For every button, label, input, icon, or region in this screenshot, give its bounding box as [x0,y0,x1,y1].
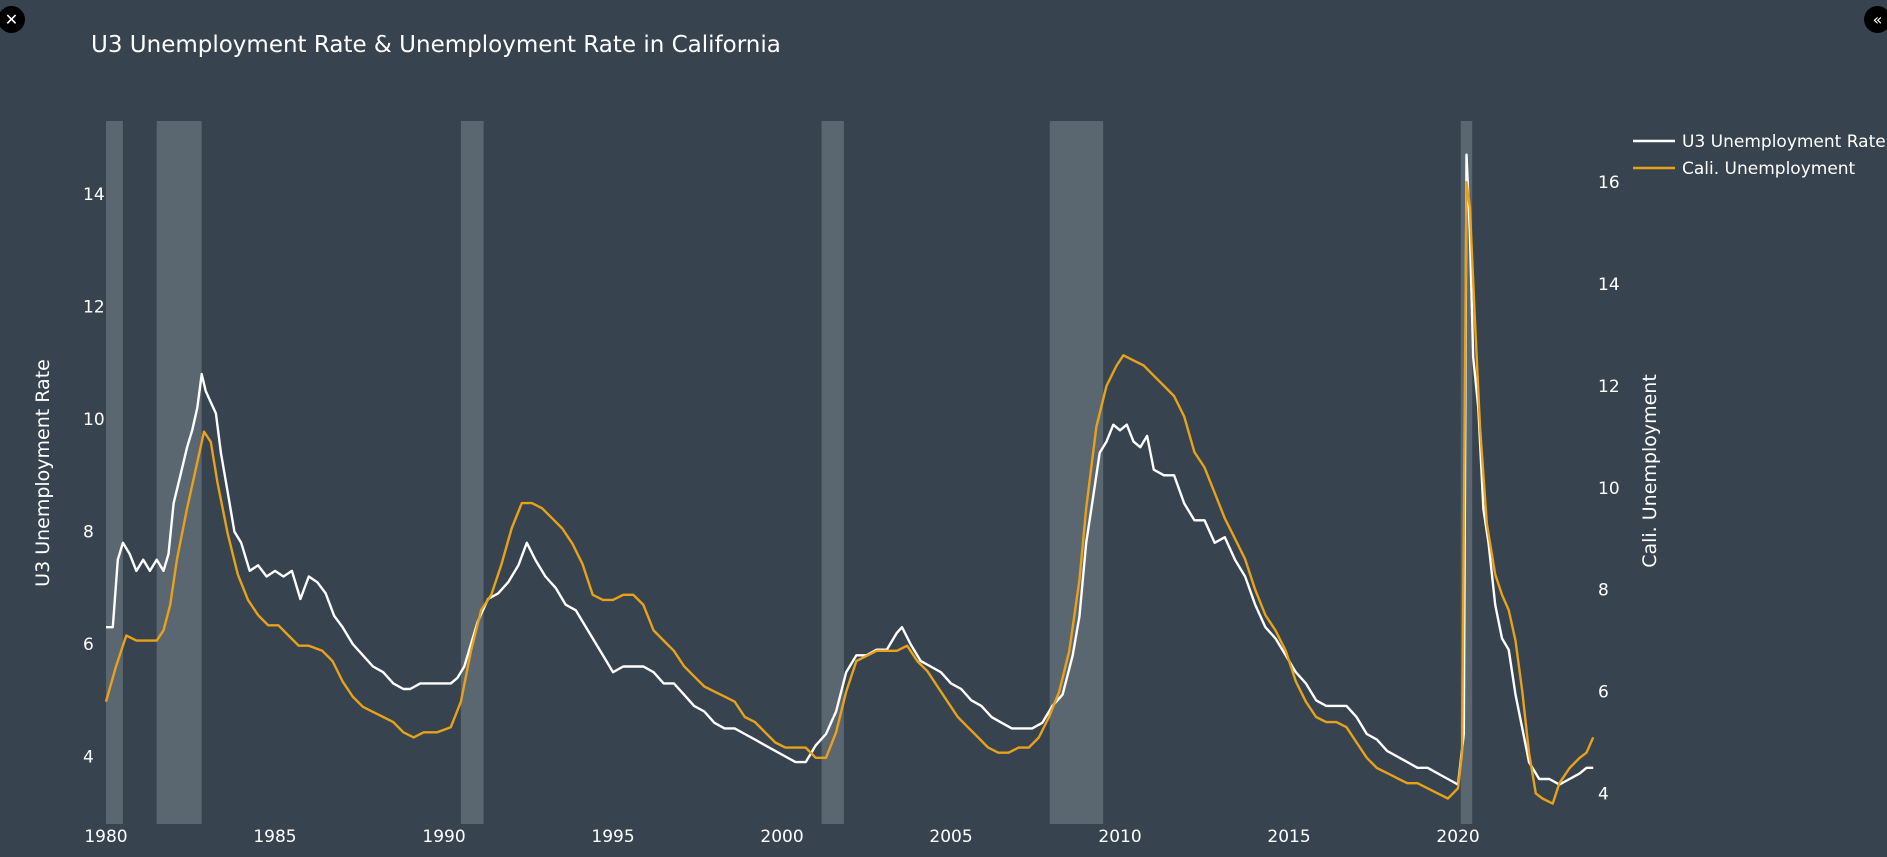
legend[interactable]: U3 Unemployment Rate Cali. Unemployment [1633,132,1886,179]
x-tick-label: 1990 [422,827,465,847]
legend-label: U3 Unemployment Rate [1682,132,1886,152]
y2-tick-label: 12 [1598,377,1620,397]
collapse-button[interactable]: « [1864,6,1887,33]
recession-band-2 [460,121,484,824]
x-tick-label: 2005 [929,827,972,847]
x-tick-label: 2010 [1098,827,1141,847]
y2-tick-label: 4 [1598,784,1609,804]
legend-item-cali[interactable]: Cali. Unemployment [1633,159,1856,179]
y2-tick-label: 6 [1598,683,1609,703]
close-button[interactable]: ✕ [0,6,25,33]
x-tick-label: 2015 [1267,827,1310,847]
y-tick-label: 14 [83,185,105,205]
recession-band-3 [821,121,844,824]
recession-band-5 [1460,121,1473,824]
y-tick-label: 10 [83,410,105,430]
close-icon: ✕ [4,9,19,29]
series-line-u3 [106,153,1594,786]
y2-tick-label: 16 [1598,173,1620,193]
chart-title: U3 Unemployment Rate & Unemployment Rate… [91,32,781,58]
series-lines [104,153,1595,805]
y2-tick-label: 10 [1598,479,1620,499]
x-axis-ticks: 1980 1985 1990 1995 2000 2005 2010 2015 2020 [84,827,1479,847]
series-line-cali [104,180,1595,805]
recession-band-4 [1049,121,1104,824]
x-tick-label: 1995 [591,827,634,847]
y-tick-label: 8 [83,523,94,543]
y-tick-label: 6 [83,635,94,655]
recession-bands [106,121,1473,824]
y2-tick-label: 8 [1598,581,1609,601]
x-tick-label: 1980 [84,827,127,847]
y-axis-title: U3 Unemployment Rate [32,359,54,587]
y2-tick-label: 14 [1598,275,1620,295]
y-axis-ticks: 4 6 8 10 12 14 [83,185,105,767]
y2-axis-ticks: 4 6 8 10 12 14 16 [1598,173,1620,804]
double-chevron-left-icon: « [1872,9,1883,29]
x-tick-label: 2020 [1436,827,1479,847]
y-tick-label: 4 [83,748,94,768]
x-tick-label: 1985 [253,827,296,847]
y2-axis-title: Cali. Unemployment [1639,374,1661,568]
x-tick-label: 2000 [760,827,803,847]
legend-item-u3[interactable]: U3 Unemployment Rate [1633,132,1886,152]
recession-band-0 [106,121,123,824]
legend-label: Cali. Unemployment [1682,159,1856,179]
y-tick-label: 12 [83,298,105,318]
